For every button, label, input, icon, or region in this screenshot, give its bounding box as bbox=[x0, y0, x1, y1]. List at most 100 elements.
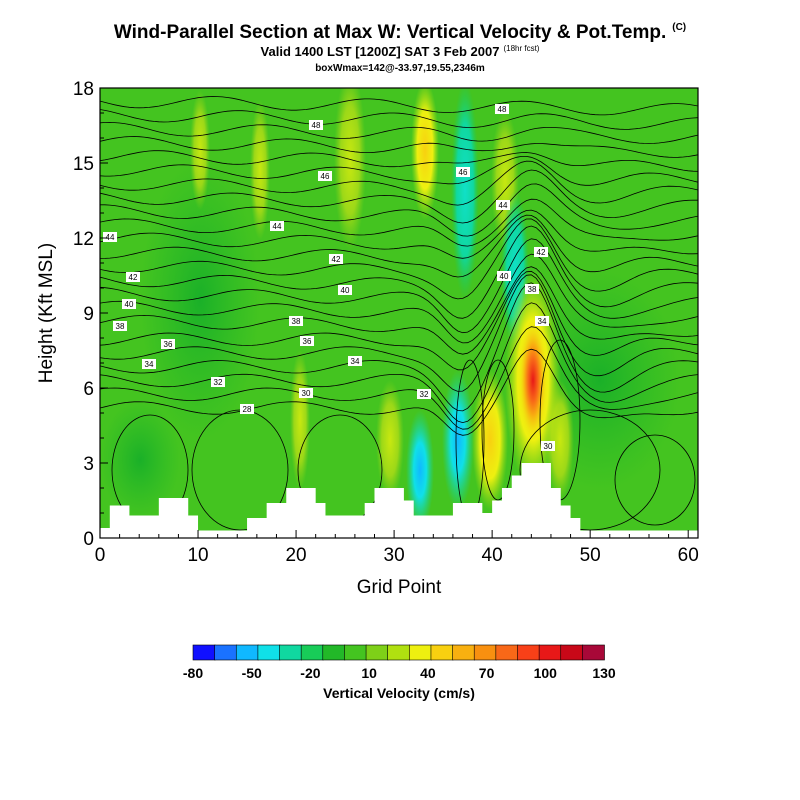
contour-label-box bbox=[534, 247, 548, 257]
colorbar-swatch bbox=[322, 644, 346, 661]
colorbar-swatch bbox=[409, 644, 432, 661]
colorbar-swatch bbox=[279, 644, 302, 661]
field-region-weak-descent bbox=[100, 400, 180, 520]
colorbar-swatch bbox=[300, 644, 324, 661]
contour-label-box bbox=[318, 171, 332, 181]
contour-label: 44 bbox=[273, 222, 282, 231]
contour-label: 48 bbox=[498, 105, 507, 114]
contour-label-box bbox=[348, 356, 362, 366]
contour-label-box bbox=[161, 339, 175, 349]
y-tick-label: 15 bbox=[73, 154, 94, 175]
chart-subtitle-text: Valid 1400 LST [1200Z] SAT 3 Feb 2007 bbox=[260, 44, 500, 59]
contour-labels: 44 42 40 38 36 34 32 28 48 46 44 42 40 38 36 30 34 32 48 46… bbox=[103, 104, 555, 451]
contour-label: 48 bbox=[312, 121, 321, 130]
contour-label-box bbox=[240, 404, 254, 414]
contour-label: 34 bbox=[351, 357, 360, 366]
isentrope-line bbox=[100, 302, 698, 424]
contour-label-box bbox=[496, 200, 510, 210]
contour-label: 36 bbox=[303, 337, 312, 346]
colorbar-swatch bbox=[538, 644, 562, 661]
isentrope-line bbox=[100, 214, 698, 278]
isentrope-line bbox=[100, 218, 698, 300]
x-tick-label: 0 bbox=[95, 545, 106, 566]
x-tick-label: 60 bbox=[678, 545, 699, 566]
chart-title: Wind-Parallel Section at Max W: Vertical… bbox=[0, 22, 800, 44]
contour-label-box bbox=[289, 316, 303, 326]
x-axis-title: Grid Point bbox=[357, 577, 442, 598]
isentrope-line bbox=[100, 238, 698, 334]
isentrope-line bbox=[100, 326, 698, 430]
y-axis: 0 3 6 9 12 15 18 bbox=[73, 79, 108, 550]
copyright-tag: (C) bbox=[672, 22, 687, 33]
x-tick-label: 30 bbox=[384, 545, 405, 566]
isentrope-line bbox=[100, 109, 698, 130]
x-tick-label: 20 bbox=[285, 545, 306, 566]
colorbar-title: Vertical Velocity (cm/s) bbox=[323, 685, 475, 701]
isentrope-line bbox=[100, 253, 698, 344]
contour-label-box bbox=[113, 321, 127, 331]
colorbar-swatch bbox=[192, 644, 216, 661]
forecast-hour-tag: (18hr fcst) bbox=[503, 44, 540, 53]
contour-label: 44 bbox=[106, 233, 115, 242]
contour-label-box bbox=[495, 104, 509, 114]
contour-label-box bbox=[535, 316, 549, 326]
contour-label: 44 bbox=[499, 201, 508, 210]
contour-label-box bbox=[299, 388, 313, 398]
colorbar-swatch bbox=[560, 644, 584, 661]
contour-label-box bbox=[329, 254, 343, 264]
colorbar-swatch bbox=[257, 644, 281, 661]
contour-label: 38 bbox=[528, 285, 537, 294]
isentrope-line bbox=[100, 282, 698, 412]
isentrope-line bbox=[100, 270, 698, 371]
contour-label: 36 bbox=[164, 340, 173, 349]
isentrope-line bbox=[100, 150, 698, 172]
colorbar: -80 -50 -20 10 40 70 100 130 bbox=[183, 644, 616, 681]
field-region-descent bbox=[406, 410, 434, 530]
contour-label-box bbox=[270, 221, 284, 231]
contour-label-box bbox=[142, 359, 156, 369]
terrain-mask bbox=[100, 463, 698, 539]
isentrope-line bbox=[100, 169, 698, 224]
potential-temperature-contours bbox=[100, 96, 698, 531]
colorbar-tick-label: -20 bbox=[300, 665, 320, 681]
colorbar-swatch bbox=[582, 644, 605, 661]
y-axis-title: Height (Kft MSL) bbox=[36, 243, 57, 383]
contour-label: 28 bbox=[243, 405, 252, 414]
isentrope-line bbox=[100, 225, 698, 319]
contour-label-box bbox=[103, 232, 117, 242]
colorbar-swatch bbox=[235, 644, 259, 661]
isentrope-line bbox=[100, 96, 698, 116]
contour-label: 42 bbox=[129, 273, 138, 282]
colorbar-swatch bbox=[430, 644, 454, 661]
y-tick-label: 9 bbox=[83, 304, 94, 325]
contour-label: 34 bbox=[145, 360, 154, 369]
contour-label-box bbox=[338, 285, 352, 295]
colorbar-tick-label: -80 bbox=[183, 665, 203, 681]
contour-label: 30 bbox=[544, 442, 553, 451]
isentrope-line bbox=[100, 160, 698, 206]
contour-label: 38 bbox=[116, 322, 125, 331]
contour-label: 32 bbox=[214, 378, 223, 387]
isentrope-line bbox=[100, 209, 698, 259]
chart-subtitle: Valid 1400 LST [1200Z] SAT 3 Feb 2007 (18… bbox=[0, 44, 800, 59]
x-axis: 0 10 20 30 40 50 60 bbox=[95, 530, 699, 566]
colorbar-swatch bbox=[214, 644, 238, 661]
isentrope-line bbox=[100, 121, 698, 144]
colorbar-swatch bbox=[495, 644, 519, 661]
contour-label-box bbox=[525, 284, 539, 294]
contour-label: 40 bbox=[500, 272, 509, 281]
colorbar-swatch bbox=[344, 644, 367, 661]
chart-title-text: Wind-Parallel Section at Max W: Vertical… bbox=[113, 22, 667, 43]
contour-label-box bbox=[309, 120, 323, 130]
isentrope-line bbox=[100, 156, 698, 186]
field-region-weak-ascent bbox=[334, 88, 366, 250]
contour-label: 46 bbox=[459, 168, 468, 177]
isentrope-line bbox=[100, 274, 698, 392]
contour-label-box bbox=[122, 299, 136, 309]
contour-label: 38 bbox=[292, 317, 301, 326]
contour-label: 30 bbox=[302, 389, 311, 398]
colorbar-tick-label: 40 bbox=[420, 665, 436, 681]
field-region-ascent bbox=[411, 88, 439, 220]
contour-label: 40 bbox=[125, 300, 134, 309]
